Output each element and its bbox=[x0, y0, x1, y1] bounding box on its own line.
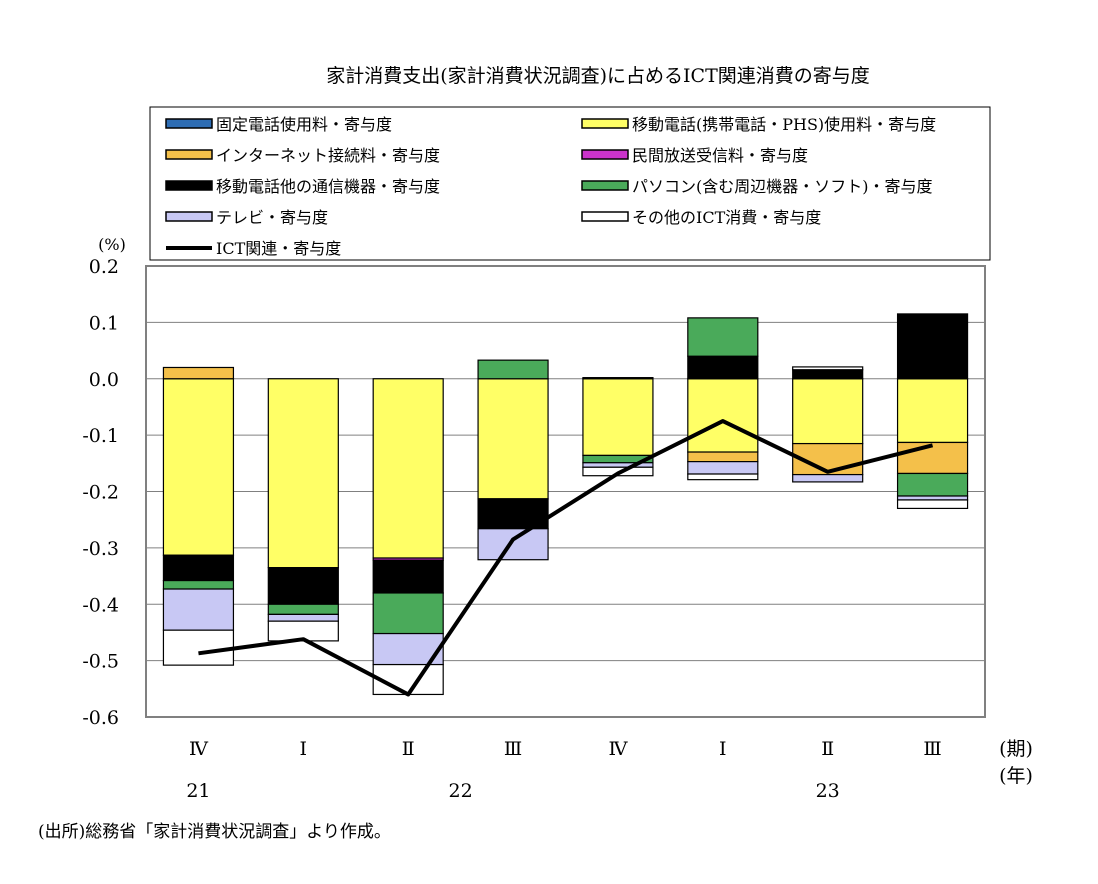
y-tick-label: -0.6 bbox=[82, 707, 119, 729]
bar-segment bbox=[372, 378, 444, 559]
bar-segment bbox=[162, 588, 235, 631]
y-axis-unit: (%) bbox=[98, 235, 126, 254]
x-tick-label: Ⅱ bbox=[821, 738, 834, 760]
year-label: 21 bbox=[186, 780, 210, 802]
y-tick-label: -0.1 bbox=[82, 425, 119, 447]
bar-segment bbox=[896, 499, 969, 510]
bar-segment bbox=[372, 559, 444, 594]
x-tick-label: Ⅰ bbox=[300, 738, 308, 760]
legend-label: 移動電話(携帯電話・PHS)使用料・寄与度 bbox=[632, 115, 936, 134]
bar-segment bbox=[162, 554, 235, 582]
year-labels: 21 22 23 bbox=[186, 780, 839, 802]
bar-segment bbox=[792, 366, 864, 371]
y-tick-label: 0.2 bbox=[89, 256, 119, 278]
bar-segment bbox=[582, 377, 654, 380]
legend-swatch bbox=[581, 211, 629, 222]
bar-segment bbox=[896, 472, 969, 497]
bar-segment bbox=[792, 378, 864, 445]
legend-swatch bbox=[581, 180, 629, 191]
bar-segment bbox=[162, 366, 235, 380]
x-tick-labels: Ⅳ Ⅰ Ⅱ Ⅲ Ⅳ Ⅰ Ⅱ Ⅲ bbox=[189, 738, 942, 760]
legend: 固定電話使用料・寄与度 移動電話(携帯電話・PHS)使用料・寄与度インターネット接… bbox=[149, 106, 991, 261]
bar-segment bbox=[896, 441, 969, 475]
x-tick-label: Ⅲ bbox=[923, 738, 941, 760]
y-tick-labels: 0.2 0.1 0.0 -0.1 -0.2 -0.3 -0.4 -0.5 -0.6 bbox=[82, 256, 119, 729]
chart-title: 家計消費支出(家計消費状況調査)に占めるICT関連消費の寄与度 bbox=[326, 65, 870, 87]
bar-segment bbox=[687, 473, 759, 481]
plot-border bbox=[145, 265, 986, 718]
legend-swatch bbox=[165, 211, 213, 222]
bar-segment bbox=[267, 567, 339, 605]
y-tick-label: 0.1 bbox=[89, 312, 119, 334]
bar-segment bbox=[162, 629, 235, 666]
bar-segment bbox=[687, 451, 759, 463]
bar-segment bbox=[162, 579, 235, 590]
bar-segment bbox=[372, 592, 444, 635]
y-tick-label: -0.5 bbox=[82, 651, 119, 673]
bar-segment bbox=[477, 378, 549, 500]
x-tick-label: Ⅱ bbox=[402, 738, 415, 760]
legend-label: その他のICT消費・寄与度 bbox=[632, 208, 821, 227]
x-tick-label: Ⅳ bbox=[608, 738, 628, 760]
bar-segment bbox=[477, 528, 549, 561]
y-tick-label: -0.2 bbox=[82, 482, 119, 504]
bar-segment bbox=[477, 359, 549, 380]
source-note: (出所)総務省「家計消費状況調査」より作成。 bbox=[38, 822, 391, 842]
x-axis-unit-period: (期) bbox=[999, 738, 1033, 760]
plot-area bbox=[145, 265, 986, 718]
legend-swatch bbox=[581, 149, 629, 160]
x-tick-label: Ⅲ bbox=[504, 738, 522, 760]
y-tick-label: -0.3 bbox=[82, 538, 119, 560]
stacked-bars bbox=[162, 313, 969, 696]
bar-segment bbox=[372, 663, 444, 696]
bar-segment bbox=[267, 378, 339, 569]
bar-segment bbox=[582, 378, 654, 457]
legend-label: ICT関連・寄与度 bbox=[216, 239, 341, 258]
legend-swatch bbox=[165, 149, 213, 160]
y-tick-label: 0.0 bbox=[89, 369, 119, 391]
x-tick-label: Ⅳ bbox=[189, 738, 209, 760]
ict-total-line bbox=[198, 419, 934, 697]
legend-label: 民間放送受信料・寄与度 bbox=[632, 146, 808, 165]
legend-label: 固定電話使用料・寄与度 bbox=[216, 115, 392, 134]
legend-label: テレビ・寄与度 bbox=[216, 208, 328, 227]
x-tick-label: Ⅰ bbox=[719, 738, 727, 760]
legend-swatch bbox=[165, 118, 213, 129]
legend-box bbox=[149, 106, 991, 261]
bar-segment bbox=[792, 369, 864, 380]
year-label: 22 bbox=[449, 780, 473, 802]
bar-segment bbox=[687, 355, 759, 380]
bar-segment bbox=[792, 473, 864, 483]
bar-segment bbox=[267, 613, 339, 622]
bar-segment bbox=[896, 313, 969, 380]
bar-segment bbox=[162, 378, 235, 556]
year-label: 23 bbox=[816, 780, 840, 802]
bar-segment bbox=[896, 378, 969, 444]
bar-segment bbox=[267, 603, 339, 615]
legend-label: パソコン(含む周辺機器・ソフト)・寄与度 bbox=[632, 177, 933, 196]
bar-segment bbox=[687, 461, 759, 475]
bar-segment bbox=[687, 317, 759, 357]
x-axis-unit-year: (年) bbox=[999, 765, 1033, 787]
bar-segment bbox=[687, 378, 759, 453]
legend-swatch bbox=[581, 118, 629, 129]
legend-label: 移動電話他の通信機器・寄与度 bbox=[216, 177, 440, 196]
legend-label: インターネット接続料・寄与度 bbox=[216, 146, 440, 165]
y-tick-label: -0.4 bbox=[82, 594, 119, 616]
legend-swatch bbox=[165, 180, 213, 191]
